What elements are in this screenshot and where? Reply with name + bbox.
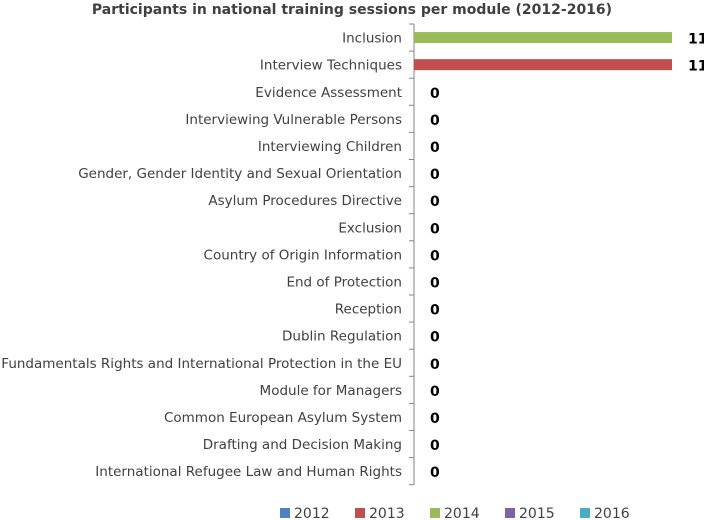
- category-label: Reception: [335, 302, 402, 318]
- legend: 2012 2013 2014 2015 2016: [280, 506, 630, 520]
- category-label: Module for Managers: [260, 383, 402, 399]
- legend-label: 2016: [594, 506, 630, 520]
- axis-layer: [409, 23, 415, 486]
- chart-title: Participants in national training sessio…: [91, 2, 613, 18]
- category-label: Country of Origin Information: [204, 247, 402, 263]
- value-label: 0: [430, 303, 440, 319]
- value-label: 0: [430, 167, 440, 183]
- category-label: Evidence Assessment: [255, 85, 402, 101]
- value-label: 0: [430, 86, 440, 102]
- value-label: 0: [430, 330, 440, 346]
- bar-segment-2013: [414, 59, 672, 71]
- category-label: Asylum Procedures Directive: [208, 193, 402, 209]
- category-label: Inclusion: [342, 31, 402, 47]
- value-label: 0: [430, 384, 440, 400]
- value-label: 0: [430, 411, 440, 427]
- category-label: Fundamentals Rights and International Pr…: [1, 356, 402, 372]
- category-label: Interviewing Vulnerable Persons: [185, 112, 402, 128]
- value-label: 0: [430, 357, 440, 373]
- bar-segment-2014: [414, 32, 672, 44]
- category-label: International Refugee Law and Human Righ…: [95, 464, 402, 480]
- legend-label: 2014: [444, 506, 480, 520]
- value-label: 0: [430, 194, 440, 210]
- legend-swatch-2015: [505, 508, 515, 518]
- value-label: 0: [430, 275, 440, 291]
- value-label: 0: [430, 140, 440, 156]
- category-labels: Inclusion Interview Techniques Evidence As…: [1, 31, 402, 481]
- legend-label: 2013: [369, 506, 405, 520]
- legend-swatch-2016: [580, 508, 590, 518]
- value-labels: 11 11 0 0 0 0 0 0 0 0 0 0 0 0 0 0 0: [430, 32, 704, 482]
- value-label: 0: [430, 465, 440, 481]
- category-label: Interviewing Children: [258, 139, 402, 155]
- category-label: Drafting and Decision Making: [203, 437, 402, 453]
- legend-swatch-2012: [280, 508, 290, 518]
- bars-layer: [414, 32, 672, 71]
- category-label: Common European Asylum System: [164, 410, 402, 426]
- value-label: 11: [688, 32, 704, 48]
- category-label: Gender, Gender Identity and Sexual Orien…: [78, 166, 402, 182]
- legend-swatch-2013: [355, 508, 365, 518]
- value-label: 0: [430, 113, 440, 129]
- legend-label: 2012: [294, 506, 330, 520]
- category-label: End of Protection: [286, 274, 402, 290]
- value-label: 0: [430, 248, 440, 264]
- legend-label: 2015: [519, 506, 555, 520]
- value-label: 0: [430, 221, 440, 237]
- value-label: 0: [430, 438, 440, 454]
- category-label: Exclusion: [338, 220, 402, 236]
- legend-swatch-2014: [430, 508, 440, 518]
- category-label: Dublin Regulation: [282, 329, 402, 345]
- value-label: 11: [688, 59, 704, 75]
- category-label: Interview Techniques: [260, 58, 402, 74]
